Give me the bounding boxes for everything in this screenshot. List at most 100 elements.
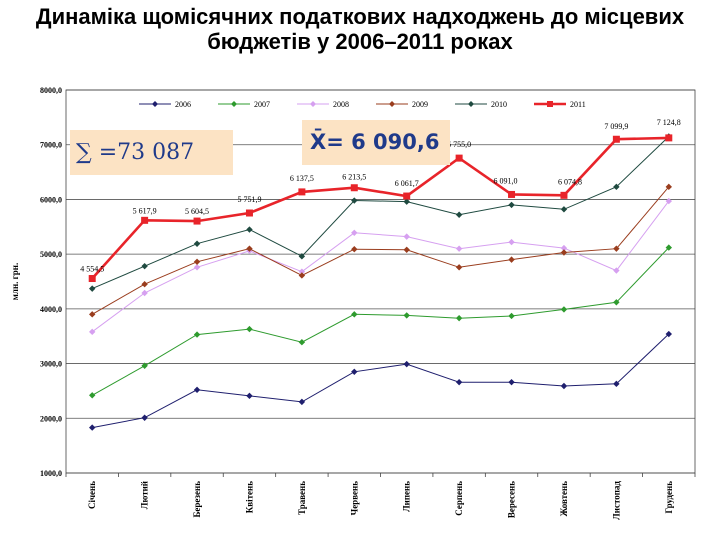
- point-2007: [141, 362, 148, 369]
- legend: 2006 2007 2008 2009 2010 2011: [139, 100, 586, 109]
- legend-marker-2011: [547, 101, 553, 107]
- point-2010: [613, 183, 620, 191]
- y-tick-label: 8000,0: [40, 86, 62, 95]
- point-2008: [665, 197, 672, 205]
- point-2009: [89, 311, 96, 318]
- point-2011: [612, 135, 620, 143]
- x-tick-label: Грудень: [664, 481, 674, 514]
- point-2008: [560, 244, 568, 252]
- point-2011: [508, 190, 516, 198]
- point-2006: [403, 360, 410, 368]
- x-tick-label: Березень: [192, 481, 202, 518]
- series-line-2011: [91, 136, 669, 280]
- point-2007: [455, 314, 463, 322]
- point-2010: [508, 201, 515, 209]
- point-2011: [193, 217, 201, 225]
- point-2011: [665, 134, 673, 142]
- point-2011: [350, 184, 358, 192]
- point-2009: [455, 264, 463, 271]
- point-2009: [246, 245, 253, 252]
- point-2007: [665, 244, 672, 251]
- point-2006: [455, 378, 463, 386]
- point-2011: [88, 275, 96, 283]
- point-2009: [351, 246, 358, 253]
- x-tick-label: Квітень: [244, 481, 254, 513]
- point-2010: [351, 197, 358, 204]
- series-line-2007: [91, 247, 670, 396]
- point-2010: [560, 206, 568, 213]
- point-2010: [89, 285, 96, 292]
- point-2006: [89, 424, 96, 431]
- x-tick-label: Липень: [402, 481, 412, 512]
- data-label: 5 617,9: [133, 206, 157, 215]
- data-label: 6 137,5: [290, 174, 314, 183]
- point-2008: [298, 268, 306, 275]
- data-label: 5 751,9: [237, 195, 261, 204]
- point-2006: [141, 414, 148, 421]
- x-tick-label: Вересень: [507, 481, 517, 518]
- point-2008: [403, 233, 410, 240]
- y-tick-label: 5000,0: [40, 250, 62, 259]
- data-label: 6 091,0: [494, 176, 518, 185]
- point-2008: [351, 229, 358, 237]
- point-2006: [613, 380, 620, 388]
- point-2008: [193, 264, 201, 271]
- y-tick-label: 3000,0: [40, 360, 62, 369]
- point-2011: [245, 209, 253, 217]
- x-tick-label: Травень: [297, 481, 307, 515]
- legend-label-2010: 2010: [491, 100, 507, 109]
- point-2009: [560, 249, 568, 256]
- legend-label-2006: 2006: [175, 100, 191, 109]
- point-2011: [455, 154, 463, 162]
- point-2008: [613, 267, 620, 274]
- legend-label-2007: 2007: [254, 100, 270, 109]
- x-tick-label: Листопад: [611, 481, 621, 520]
- data-label: 7 124,8: [657, 118, 681, 127]
- legend-label-2008: 2008: [333, 100, 349, 109]
- series-line-2010: [92, 136, 670, 290]
- legend-marker-2010: [468, 101, 474, 107]
- y-tick-label: 7000,0: [40, 141, 62, 150]
- point-2007: [351, 311, 358, 318]
- chart-title: Динаміка щомісячних податкових надходжен…: [0, 4, 720, 54]
- point-2011: [560, 191, 568, 199]
- data-label: 6 755,0: [447, 140, 471, 149]
- y-tick-label: 1000,0: [40, 469, 62, 478]
- x-tick-label: Серпень: [454, 481, 464, 516]
- data-label: 6 074,8: [558, 177, 582, 186]
- data-label: 5 604,5: [185, 207, 209, 216]
- point-2008: [508, 238, 515, 246]
- x-tick-label: Лютий: [140, 481, 150, 509]
- point-2009: [193, 258, 201, 266]
- point-2006: [351, 368, 358, 375]
- point-2007: [613, 299, 620, 306]
- data-labels: 4 554,5 5 617,9 5 604,5 5 751,9 6 137,5 6 213…: [80, 118, 681, 274]
- point-2010: [455, 211, 463, 218]
- point-2006: [246, 392, 253, 400]
- y-tick-label: 4000,0: [40, 305, 62, 314]
- point-2010: [246, 226, 253, 233]
- point-2011: [298, 188, 306, 196]
- point-2009: [665, 183, 672, 191]
- point-2006: [298, 398, 306, 406]
- series-line-2009: [91, 186, 670, 315]
- point-2006: [665, 330, 672, 338]
- legend-marker-2007: [231, 101, 237, 107]
- y-tick-label: 6000,0: [40, 195, 62, 204]
- point-2010: [403, 198, 410, 205]
- data-label: 6 213,5: [342, 173, 366, 182]
- legend-marker-2008: [310, 101, 316, 107]
- data-label: 6 061,7: [395, 179, 419, 188]
- point-2009: [508, 256, 515, 263]
- axes: 1000,0 2000,0 3000,0 4000,0 5000,0 6000,0 7000…: [10, 86, 696, 520]
- point-2011: [403, 192, 411, 200]
- point-2006: [560, 382, 568, 390]
- point-2010: [193, 240, 201, 247]
- mean-annotation: X̄= 6 090,6: [302, 120, 450, 165]
- point-2010: [141, 262, 148, 270]
- point-2006: [193, 386, 201, 394]
- point-2007: [193, 331, 201, 338]
- legend-marker-2009: [389, 101, 395, 107]
- data-label: 4 554,5: [80, 265, 104, 274]
